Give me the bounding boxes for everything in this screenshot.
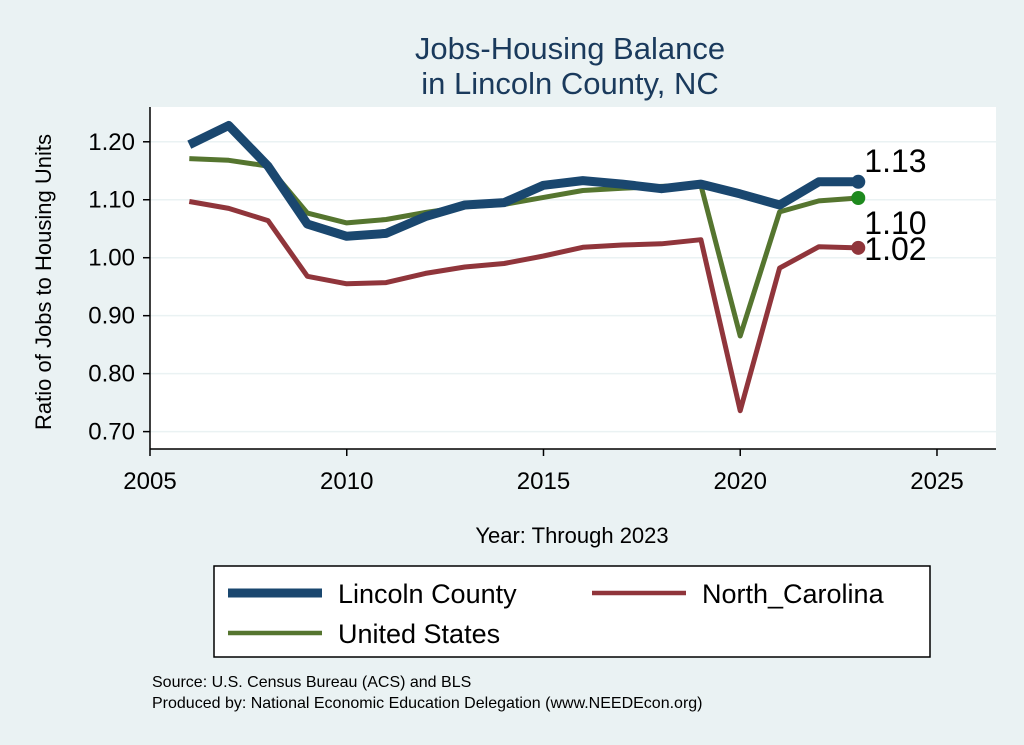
- chart-title-line-2: in Lincoln County, NC: [421, 66, 719, 101]
- end-labels: 1.13 1.021.10: [851, 143, 927, 267]
- y-tick-label-1: 0.80: [88, 361, 135, 388]
- end-label-lincoln-county: 1.13: [864, 143, 926, 179]
- source-note: Source: U.S. Census Bureau (ACS) and BLS: [152, 674, 471, 691]
- legend-label-united-states: United States: [338, 619, 500, 649]
- y-axis-title: Ratio of Jobs to Housing Units: [31, 134, 56, 430]
- x-tick-label-0: 2005: [123, 468, 176, 495]
- legend-label-lincoln-county: Lincoln County: [338, 579, 517, 609]
- series-line-united-states: [189, 156, 859, 339]
- y-tick-label-2: 0.90: [88, 303, 135, 330]
- x-tick-label-3: 2020: [714, 468, 767, 495]
- legend-label-north-carolina: North_Carolina: [702, 579, 885, 609]
- x-tick-label-4: 2025: [910, 468, 963, 495]
- legend: Lincoln County North_Carolina United Sta…: [213, 565, 931, 658]
- series-line-north-carolina: [188, 199, 859, 414]
- end-label-united-states: 1.10: [864, 205, 926, 241]
- y-tick-label-3: 1.00: [88, 245, 135, 272]
- end-marker-united-states: [851, 191, 866, 206]
- end-label-north-carolina: 1.02: [864, 231, 926, 267]
- y-tick-label-5: 1.20: [88, 129, 135, 156]
- legend-box: [213, 565, 931, 658]
- producer-note: Produced by: National Economic Education…: [152, 695, 703, 712]
- y-tick-label-4: 1.10: [88, 187, 135, 214]
- x-tick-label-2: 2015: [517, 468, 570, 495]
- chart-title-line-1: Jobs-Housing Balance: [415, 31, 725, 66]
- y-tick-label-0: 0.70: [88, 419, 135, 446]
- end-marker-north-carolina: [851, 240, 866, 255]
- series-line-lincoln-county: [187, 121, 859, 241]
- plot-area: [150, 107, 996, 449]
- end-marker-lincoln-county: [851, 174, 866, 189]
- x-tick-label-1: 2010: [320, 468, 373, 495]
- x-axis-title: Year: Through 2023: [475, 523, 668, 548]
- series-layer: [187, 121, 859, 414]
- axes: 0.70 0.80 0.90 1.00 1.10 1.20 2005 2010 2015 2020…: [88, 107, 996, 495]
